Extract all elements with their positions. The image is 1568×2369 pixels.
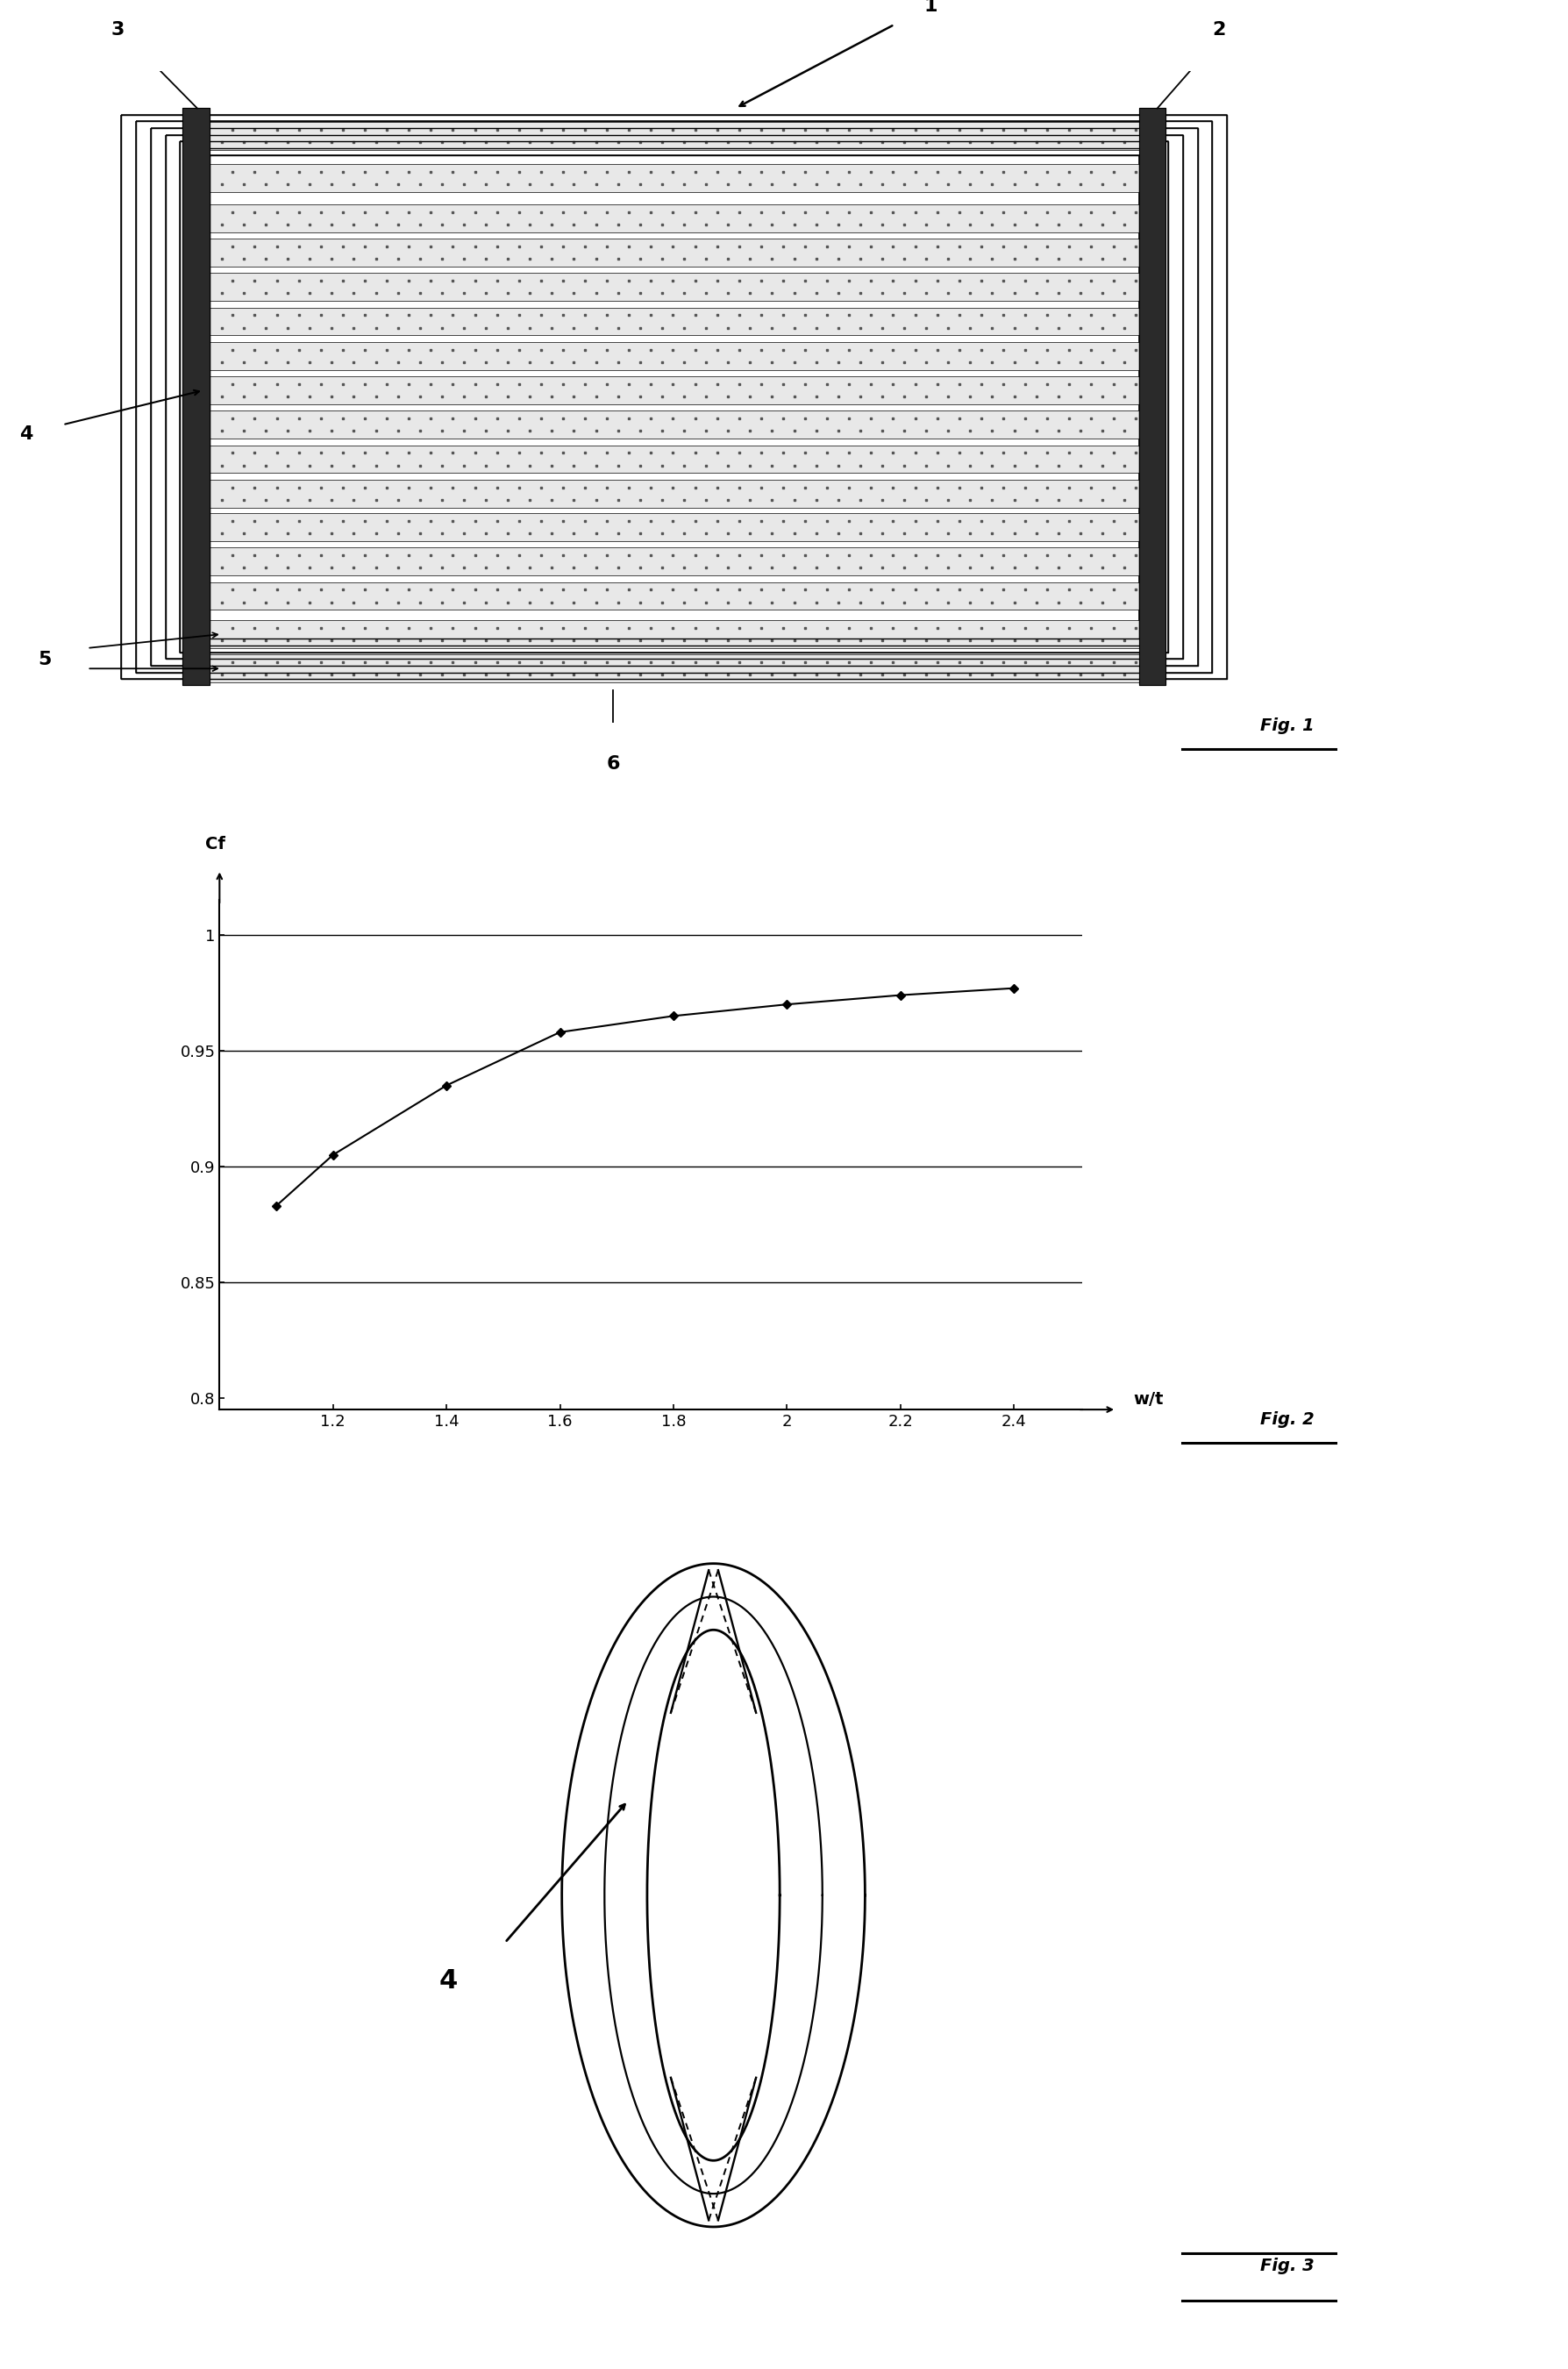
Text: 4: 4 [19,426,33,443]
Bar [210,410,1138,438]
Text: w/t: w/t [1134,1391,1163,1407]
Bar [210,308,1138,336]
Text: Fig. 1: Fig. 1 [1259,718,1314,734]
Text: Fig. 2: Fig. 2 [1259,1412,1314,1429]
Text: 1: 1 [924,0,938,14]
Bar [1138,109,1167,685]
Bar [210,479,1138,507]
Text: 3: 3 [111,21,124,38]
Bar [1138,109,1167,685]
Bar [210,272,1138,301]
Bar [210,445,1138,474]
Bar [210,163,1138,192]
Text: Fig. 3: Fig. 3 [1259,2258,1314,2274]
Bar [182,109,210,685]
Bar [182,109,210,685]
Text: 5: 5 [38,651,52,668]
Bar [210,621,1138,649]
Bar [210,123,1138,149]
Bar [210,514,1138,540]
Bar [210,547,1138,576]
Text: 4: 4 [439,1969,458,1992]
Text: 6: 6 [607,756,619,772]
Bar [210,341,1138,370]
Bar [210,239,1138,268]
Text: 2: 2 [1212,21,1225,38]
Text: Cf: Cf [205,836,226,853]
Bar [210,583,1138,609]
Bar [210,204,1138,232]
Bar [210,377,1138,405]
Bar [210,654,1138,682]
